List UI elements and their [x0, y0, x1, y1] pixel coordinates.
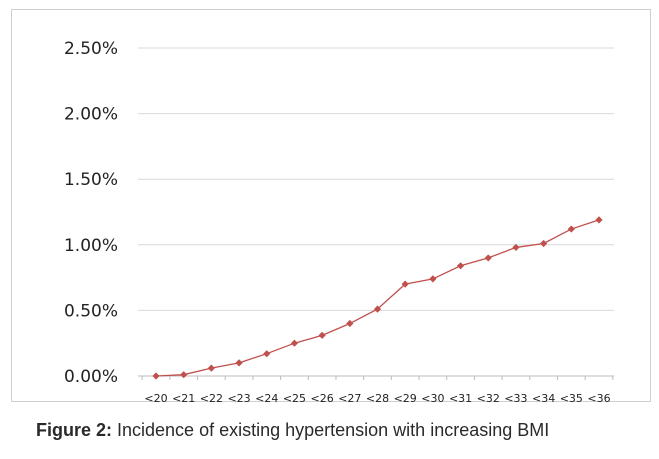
- x-tick-label: <27: [338, 392, 361, 405]
- x-tick-label: <33: [504, 392, 527, 405]
- x-tick-label: <22: [200, 392, 223, 405]
- y-tick-label: 1.50%: [64, 170, 118, 190]
- x-axis-tick-labels: <20 <21 <22 <23 <24 <25 <26 <27 <28 <29 <30 <31 <32 <…: [144, 392, 610, 405]
- y-tick-label: 2.50%: [64, 39, 118, 59]
- data-point: [429, 275, 437, 283]
- series-polyline: [155, 219, 600, 377]
- x-tick-label: <36: [587, 392, 610, 405]
- x-tick-label: <28: [366, 392, 389, 405]
- data-points: [152, 216, 603, 380]
- x-tick-label: <24: [255, 392, 278, 405]
- x-tick-label: <29: [394, 392, 417, 405]
- x-tick-label: <20: [144, 392, 167, 405]
- y-tick-label: 0.50%: [64, 301, 118, 321]
- x-tick-label: <21: [172, 392, 195, 405]
- data-point: [318, 331, 326, 339]
- data-point: [595, 216, 603, 224]
- y-tick-label: 1.00%: [64, 236, 118, 256]
- figure-caption: Figure 2: Incidence of existing hyperten…: [36, 420, 656, 441]
- data-point: [540, 239, 548, 248]
- x-tick-label: <26: [311, 392, 334, 405]
- data-point: [373, 305, 382, 313]
- figure-caption-label: Figure 2:: [36, 420, 113, 440]
- data-point: [484, 254, 492, 262]
- x-tick-label: <31: [449, 392, 472, 405]
- data-point: [346, 319, 354, 328]
- data-point: [152, 372, 160, 380]
- x-axis: [138, 375, 614, 380]
- x-tick-label: <35: [560, 392, 583, 405]
- x-tick-label: <32: [477, 392, 500, 405]
- data-point: [180, 371, 188, 379]
- gridlines: [138, 47, 614, 311]
- data-point: [456, 262, 465, 270]
- chart-frame: [11, 9, 651, 402]
- y-tick-label: 2.00%: [64, 105, 118, 125]
- data-point: [512, 243, 520, 252]
- series-line: [155, 219, 600, 377]
- x-tick-label: <23: [227, 392, 250, 405]
- data-point: [567, 225, 575, 233]
- data-point: [290, 339, 299, 347]
- data-point: [263, 350, 271, 358]
- x-tick-label: <34: [532, 392, 555, 405]
- x-tick-label: <25: [283, 392, 306, 405]
- figure-caption-text: Incidence of existing hypertension with …: [112, 420, 550, 440]
- data-point: [235, 359, 243, 367]
- data-point: [207, 364, 215, 372]
- x-tick-label: <30: [421, 392, 444, 405]
- data-point: [401, 280, 409, 288]
- y-tick-label: 0.00%: [64, 367, 118, 387]
- y-axis-tick-labels: 0.00% 0.50% 1.00% 1.50% 2.00% 2.50%: [64, 39, 118, 387]
